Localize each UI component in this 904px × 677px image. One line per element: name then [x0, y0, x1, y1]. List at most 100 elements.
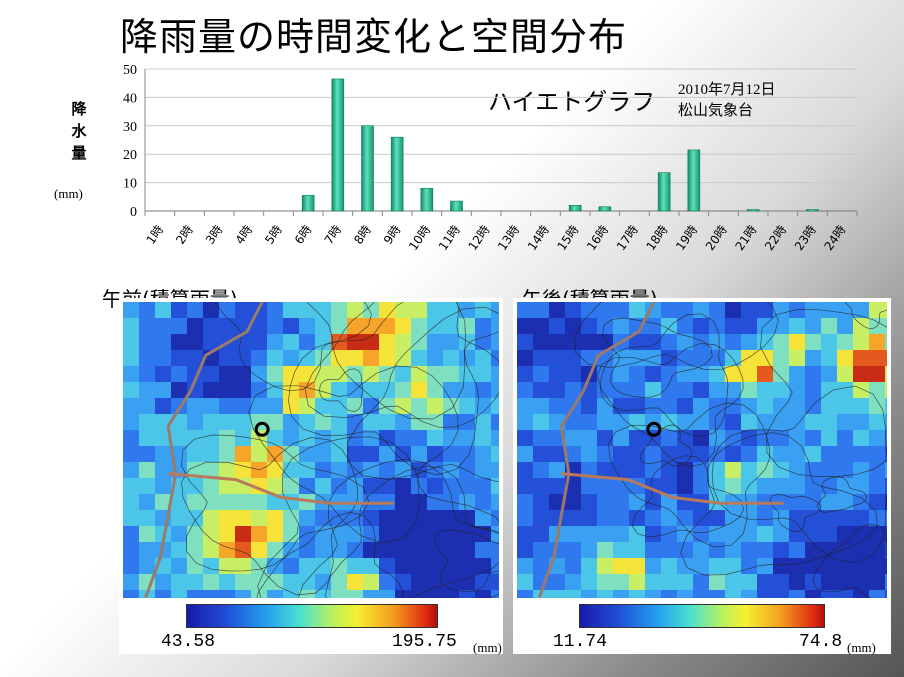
y-axis-label-char: 水	[71, 122, 87, 140]
y-tick-label: 0	[130, 205, 137, 220]
rain-cell	[661, 542, 678, 559]
rain-cell	[661, 462, 678, 479]
rain-cell	[613, 574, 630, 591]
rain-cell	[517, 430, 534, 447]
x-tick-label: 9時	[381, 223, 404, 247]
rain-cell	[693, 398, 710, 415]
rain-cell	[283, 398, 300, 415]
rain-cell	[677, 510, 694, 527]
rain-cell	[741, 366, 758, 383]
rain-cell	[581, 430, 598, 447]
rain-cell	[363, 446, 380, 463]
rain-cell	[427, 366, 444, 383]
rain-cell	[267, 318, 284, 335]
rain-cell	[853, 574, 870, 591]
rain-cell	[677, 302, 694, 319]
rain-cell	[661, 302, 678, 319]
rain-cell	[363, 542, 380, 559]
contour-line	[319, 368, 364, 412]
rain-cell	[821, 446, 838, 463]
rain-cell	[411, 318, 428, 335]
rain-cell	[645, 366, 662, 383]
rain-cell	[219, 446, 236, 463]
rain-cell	[805, 510, 822, 527]
am-colorbar	[186, 604, 438, 628]
rain-cell	[597, 446, 614, 463]
rain-cell	[565, 590, 582, 598]
rain-cell	[155, 494, 172, 511]
rain-cell	[709, 462, 726, 479]
rain-cell	[171, 558, 188, 575]
rain-cell	[805, 398, 822, 415]
rain-cell	[677, 334, 694, 351]
rain-cell	[661, 366, 678, 383]
contour-line	[760, 309, 887, 477]
rain-cell	[347, 430, 364, 447]
rain-cell	[363, 334, 380, 351]
rain-cell	[187, 430, 204, 447]
station-marker	[646, 421, 662, 437]
rain-cell	[379, 334, 396, 351]
rain-cell	[741, 478, 758, 495]
rain-cell	[757, 574, 774, 591]
rain-cell	[459, 350, 476, 367]
rain-cell	[693, 414, 710, 431]
rain-cell	[821, 302, 838, 319]
rain-cell	[427, 382, 444, 399]
rain-cell	[725, 478, 742, 495]
rain-cell	[517, 382, 534, 399]
rain-cell	[645, 590, 662, 598]
rain-cell	[187, 478, 204, 495]
rain-cell	[645, 350, 662, 367]
rain-cell	[347, 478, 364, 495]
rain-cell	[395, 302, 412, 319]
rain-cell	[869, 334, 886, 351]
rain-cell	[347, 574, 364, 591]
rain-cell	[123, 350, 140, 367]
rain-cell	[395, 526, 412, 543]
rain-cell	[517, 366, 534, 383]
rain-cell	[597, 590, 614, 598]
x-tick-label: 16時	[584, 223, 611, 253]
rain-cell	[725, 462, 742, 479]
rain-cell	[693, 558, 710, 575]
rain-cell	[139, 430, 156, 447]
rain-cell	[219, 430, 236, 447]
rain-cell	[427, 302, 444, 319]
rain-cell	[853, 558, 870, 575]
rain-cell	[219, 558, 236, 575]
rain-cell	[517, 510, 534, 527]
rain-cell	[517, 302, 534, 319]
rain-cell	[677, 462, 694, 479]
rain-cell	[677, 526, 694, 543]
rain-cell	[123, 542, 140, 559]
rain-cell	[597, 574, 614, 591]
rain-cell	[725, 302, 742, 319]
rain-cell	[251, 350, 268, 367]
rain-cell	[805, 446, 822, 463]
rain-cell	[709, 382, 726, 399]
rain-cell	[533, 318, 550, 335]
rain-cell	[517, 526, 534, 543]
rain-cell	[251, 462, 268, 479]
rain-cell	[517, 318, 534, 335]
rain-cell	[629, 382, 646, 399]
rain-cell	[725, 526, 742, 543]
rain-cell	[853, 302, 870, 319]
rain-cell	[789, 350, 806, 367]
rain-cell	[123, 318, 140, 335]
rain-cell	[235, 526, 252, 543]
rain-cell	[725, 574, 742, 591]
rain-cell	[379, 542, 396, 559]
rain-cell	[411, 446, 428, 463]
rain-cell	[821, 510, 838, 527]
rain-cell	[155, 398, 172, 415]
rain-cell	[139, 558, 156, 575]
rain-cell	[267, 334, 284, 351]
x-tick-label: 20時	[703, 223, 730, 253]
rain-cell	[693, 542, 710, 559]
rain-cell	[379, 574, 396, 591]
rain-cell	[235, 334, 252, 351]
rain-cell	[869, 478, 886, 495]
rain-cell	[123, 334, 140, 351]
